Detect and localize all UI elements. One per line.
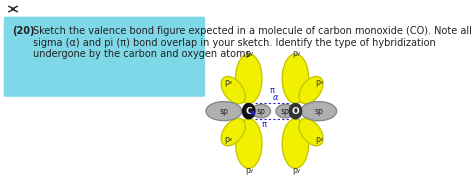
Circle shape bbox=[289, 103, 301, 119]
Text: C: C bbox=[246, 107, 252, 116]
Text: sp: sp bbox=[219, 107, 228, 116]
Text: x: x bbox=[229, 80, 232, 85]
Ellipse shape bbox=[206, 102, 242, 121]
Ellipse shape bbox=[221, 118, 245, 146]
Ellipse shape bbox=[236, 54, 262, 103]
Text: π: π bbox=[270, 86, 274, 95]
Text: p: p bbox=[225, 135, 229, 144]
Text: sp: sp bbox=[257, 107, 265, 116]
Text: x: x bbox=[319, 137, 323, 142]
Ellipse shape bbox=[282, 54, 309, 103]
Text: Sketch the valence bond figure expected in a molecule of carbon monoxide (CO). N: Sketch the valence bond figure expected … bbox=[33, 26, 471, 36]
Text: p: p bbox=[292, 166, 297, 175]
Ellipse shape bbox=[282, 119, 309, 168]
Text: p: p bbox=[225, 78, 229, 87]
Text: y: y bbox=[297, 168, 300, 173]
Text: p: p bbox=[246, 49, 250, 58]
Text: y: y bbox=[297, 51, 300, 56]
Text: p: p bbox=[315, 78, 319, 87]
Text: y: y bbox=[250, 51, 254, 56]
Circle shape bbox=[243, 103, 255, 119]
Text: p: p bbox=[315, 135, 319, 144]
FancyBboxPatch shape bbox=[4, 17, 205, 97]
Ellipse shape bbox=[301, 102, 337, 121]
Text: sp: sp bbox=[314, 107, 323, 116]
Text: α: α bbox=[273, 93, 279, 102]
Text: x: x bbox=[319, 80, 323, 85]
Text: x: x bbox=[229, 137, 232, 142]
Text: p: p bbox=[246, 166, 250, 175]
Text: (20): (20) bbox=[12, 26, 35, 36]
Ellipse shape bbox=[221, 77, 245, 104]
Text: O: O bbox=[292, 107, 299, 116]
Text: y: y bbox=[250, 168, 254, 173]
Ellipse shape bbox=[299, 118, 323, 146]
Ellipse shape bbox=[299, 77, 323, 104]
Ellipse shape bbox=[236, 119, 262, 168]
Ellipse shape bbox=[276, 104, 295, 118]
Text: sigma (α) and pi (π) bond overlap in your sketch. Identify the type of hybridiza: sigma (α) and pi (π) bond overlap in you… bbox=[33, 38, 435, 48]
Circle shape bbox=[251, 111, 254, 115]
Text: π: π bbox=[262, 120, 267, 129]
Text: sp: sp bbox=[281, 107, 290, 116]
Bar bbox=[211, 54, 367, 166]
Text: undergone by the carbon and oxygen atoms: undergone by the carbon and oxygen atoms bbox=[33, 49, 250, 59]
Ellipse shape bbox=[252, 104, 271, 118]
Text: p: p bbox=[292, 49, 297, 58]
